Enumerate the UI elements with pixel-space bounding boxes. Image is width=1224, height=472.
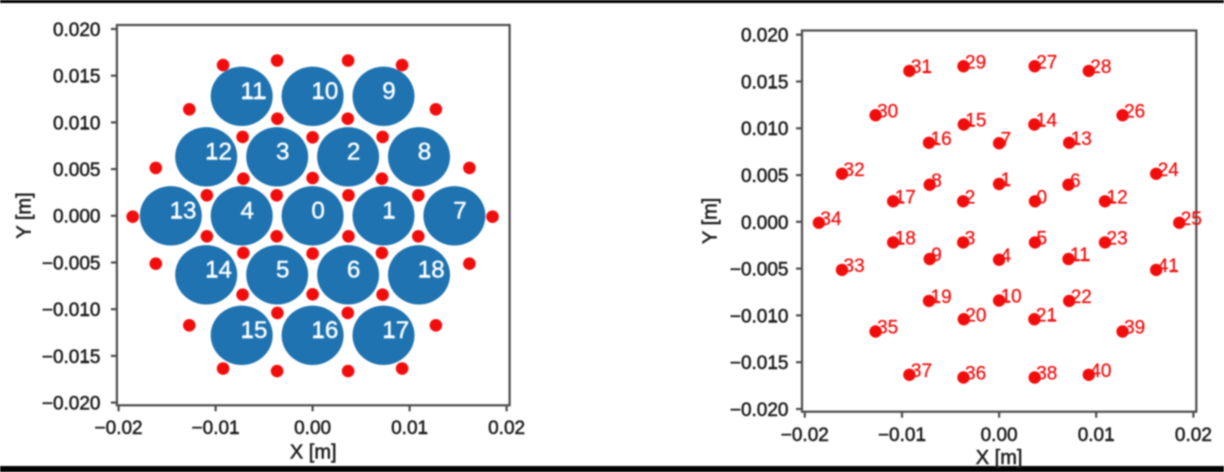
svg-text:5: 5 bbox=[1037, 229, 1048, 250]
svg-text:4: 4 bbox=[1001, 246, 1012, 267]
svg-text:14: 14 bbox=[205, 257, 232, 284]
svg-text:29: 29 bbox=[965, 52, 986, 73]
svg-text:0.000: 0.000 bbox=[741, 213, 789, 234]
svg-text:20: 20 bbox=[965, 305, 986, 326]
svg-text:0.00: 0.00 bbox=[294, 418, 331, 439]
svg-text:0: 0 bbox=[1037, 188, 1048, 209]
svg-text:17: 17 bbox=[382, 317, 409, 344]
svg-text:1: 1 bbox=[382, 198, 395, 225]
svg-text:30: 30 bbox=[877, 101, 898, 122]
svg-text:11: 11 bbox=[1070, 245, 1090, 266]
svg-text:0.015: 0.015 bbox=[53, 67, 101, 88]
svg-text:41: 41 bbox=[1158, 256, 1179, 277]
svg-text:38: 38 bbox=[1036, 364, 1057, 385]
svg-text:9: 9 bbox=[382, 78, 395, 105]
svg-text:2: 2 bbox=[347, 139, 360, 166]
svg-text:0.005: 0.005 bbox=[53, 160, 101, 181]
svg-text:27: 27 bbox=[1036, 52, 1057, 73]
svg-text:3: 3 bbox=[276, 139, 289, 166]
svg-text:5: 5 bbox=[276, 257, 289, 284]
svg-text:−0.010: −0.010 bbox=[730, 306, 789, 327]
svg-text:18: 18 bbox=[418, 257, 445, 284]
svg-text:X [m]: X [m] bbox=[976, 447, 1023, 469]
svg-text:26: 26 bbox=[1124, 101, 1145, 122]
svg-text:35: 35 bbox=[877, 318, 898, 339]
svg-text:32: 32 bbox=[844, 160, 865, 181]
svg-text:−0.020: −0.020 bbox=[730, 400, 789, 421]
svg-text:12: 12 bbox=[1107, 188, 1128, 209]
svg-text:23: 23 bbox=[1107, 229, 1128, 250]
svg-text:X [m]: X [m] bbox=[290, 442, 337, 464]
svg-text:24: 24 bbox=[1158, 160, 1180, 181]
svg-text:33: 33 bbox=[844, 256, 865, 277]
svg-text:0.020: 0.020 bbox=[53, 20, 101, 41]
svg-text:0.00: 0.00 bbox=[981, 425, 1018, 446]
svg-text:8: 8 bbox=[418, 139, 431, 166]
svg-text:11: 11 bbox=[241, 78, 266, 105]
svg-text:36: 36 bbox=[965, 364, 986, 385]
svg-text:7: 7 bbox=[453, 198, 466, 225]
svg-text:15: 15 bbox=[965, 111, 986, 132]
svg-text:−0.005: −0.005 bbox=[42, 253, 101, 274]
svg-text:40: 40 bbox=[1090, 361, 1111, 382]
svg-text:34: 34 bbox=[820, 209, 842, 230]
svg-text:0.01: 0.01 bbox=[391, 418, 428, 439]
svg-text:10: 10 bbox=[1001, 287, 1022, 308]
svg-text:7: 7 bbox=[1001, 129, 1012, 150]
svg-text:2: 2 bbox=[965, 188, 976, 209]
svg-text:15: 15 bbox=[241, 317, 268, 344]
svg-text:4: 4 bbox=[241, 198, 254, 225]
svg-text:6: 6 bbox=[1070, 171, 1081, 192]
svg-text:−0.010: −0.010 bbox=[42, 300, 101, 321]
svg-text:Y [m]: Y [m] bbox=[14, 192, 36, 238]
svg-text:0.010: 0.010 bbox=[53, 113, 101, 134]
svg-text:0.02: 0.02 bbox=[1175, 425, 1212, 446]
svg-text:31: 31 bbox=[911, 57, 932, 78]
svg-text:13: 13 bbox=[170, 198, 197, 225]
svg-text:1: 1 bbox=[1001, 170, 1012, 191]
svg-text:14: 14 bbox=[1036, 111, 1058, 132]
svg-text:−0.005: −0.005 bbox=[730, 260, 789, 281]
svg-text:39: 39 bbox=[1124, 318, 1145, 339]
svg-text:0.015: 0.015 bbox=[741, 72, 789, 93]
svg-text:25: 25 bbox=[1181, 209, 1202, 230]
svg-text:16: 16 bbox=[311, 317, 338, 344]
svg-text:0.000: 0.000 bbox=[53, 207, 101, 228]
svg-text:9: 9 bbox=[931, 245, 942, 266]
svg-text:28: 28 bbox=[1090, 57, 1111, 78]
svg-text:−0.01: −0.01 bbox=[192, 418, 240, 439]
svg-text:0.02: 0.02 bbox=[488, 418, 525, 439]
svg-text:37: 37 bbox=[911, 361, 932, 382]
svg-text:3: 3 bbox=[965, 229, 976, 250]
svg-text:−0.015: −0.015 bbox=[42, 347, 101, 368]
svg-text:12: 12 bbox=[205, 139, 232, 166]
svg-text:0: 0 bbox=[311, 198, 324, 225]
svg-text:0.005: 0.005 bbox=[741, 166, 789, 187]
svg-text:18: 18 bbox=[895, 229, 916, 250]
svg-text:0.020: 0.020 bbox=[741, 26, 789, 47]
svg-text:22: 22 bbox=[1071, 287, 1092, 308]
svg-text:8: 8 bbox=[931, 171, 942, 192]
svg-text:−0.020: −0.020 bbox=[42, 394, 101, 415]
svg-text:0.01: 0.01 bbox=[1078, 425, 1115, 446]
svg-text:−0.02: −0.02 bbox=[781, 425, 829, 446]
svg-text:6: 6 bbox=[347, 257, 360, 284]
svg-text:19: 19 bbox=[931, 287, 952, 308]
svg-text:21: 21 bbox=[1036, 305, 1057, 326]
svg-text:0.010: 0.010 bbox=[741, 119, 789, 140]
svg-text:13: 13 bbox=[1071, 129, 1092, 150]
svg-text:−0.015: −0.015 bbox=[730, 353, 789, 374]
svg-text:−0.02: −0.02 bbox=[95, 418, 143, 439]
svg-text:Y [m]: Y [m] bbox=[700, 198, 722, 244]
svg-text:−0.01: −0.01 bbox=[878, 425, 926, 446]
svg-text:10: 10 bbox=[311, 78, 338, 105]
svg-text:16: 16 bbox=[931, 129, 952, 150]
svg-text:17: 17 bbox=[895, 188, 916, 209]
